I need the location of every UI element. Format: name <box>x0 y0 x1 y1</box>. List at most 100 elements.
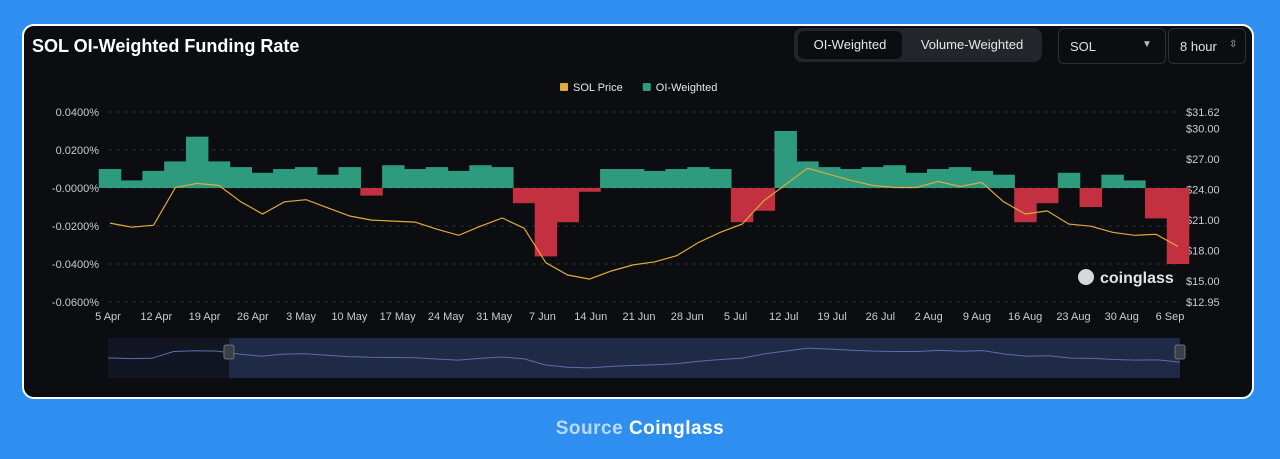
coinglass-logo-icon <box>1078 269 1094 285</box>
funding-rate-bar <box>1166 188 1190 264</box>
funding-rate-bar <box>491 167 514 188</box>
funding-rate-bar <box>1144 188 1168 219</box>
funding-rate-bar <box>774 131 797 188</box>
y-right-tick-label: $12.95 <box>1186 297 1220 309</box>
x-tick-label: 16 Aug <box>1008 311 1042 323</box>
y-left-tick-label: -0.0200% <box>52 221 99 233</box>
weighting-toggle: OI-Weighted Volume-Weighted <box>794 28 1042 62</box>
funding-rate-bar <box>1101 174 1124 188</box>
interval-select[interactable]: 8 hour ⇳ <box>1168 28 1246 64</box>
x-tick-label: 12 Apr <box>140 311 172 323</box>
funding-rate-bar <box>469 165 492 188</box>
funding-rate-bar <box>796 161 819 188</box>
y-right-tick-label: $15.00 <box>1186 276 1220 288</box>
funding-rate-bar <box>948 167 972 188</box>
navigator-line <box>107 347 1181 369</box>
y-right-tick-label: $24.00 <box>1186 185 1220 197</box>
funding-rate-bar <box>447 170 470 188</box>
x-tick-label: 9 Aug <box>963 311 991 323</box>
navigator-handle <box>1174 344 1186 360</box>
x-tick-label: 3 May <box>286 311 316 323</box>
x-tick-label: 30 Aug <box>1105 311 1139 323</box>
sol-price-line <box>109 167 1179 280</box>
funding-rate-bar <box>98 169 122 188</box>
x-tick-label: 26 Jul <box>866 311 895 323</box>
y-left-tick-label: 0.0400% <box>56 107 100 119</box>
y-right-tick-label: $27.00 <box>1186 154 1220 166</box>
navigator-window <box>229 338 1180 378</box>
funding-rate-bar <box>1079 188 1103 207</box>
funding-rate-bar <box>164 161 187 188</box>
x-tick-label: 2 Aug <box>915 311 943 323</box>
funding-rate-bar <box>425 167 449 188</box>
funding-rate-bar <box>120 180 144 188</box>
x-tick-label: 7 Jun <box>529 311 556 323</box>
funding-rate-bar <box>207 161 231 188</box>
x-tick-label: 24 May <box>428 311 465 323</box>
x-tick-label: 19 Apr <box>189 311 221 323</box>
funding-rate-bar <box>229 167 253 188</box>
volume-weighted-tab[interactable]: Volume-Weighted <box>920 37 1024 52</box>
footer-prefix: Source <box>555 418 624 439</box>
legend-label: OI-Weighted <box>656 82 718 94</box>
x-tick-label: 17 May <box>380 311 417 323</box>
funding-rate-bar <box>730 188 754 223</box>
funding-rate-bar <box>403 169 427 188</box>
funding-rate-bar <box>1035 188 1059 204</box>
x-tick-label: 31 May <box>476 311 513 323</box>
funding-rate-bar <box>752 188 776 211</box>
funding-rate-bar <box>839 169 863 188</box>
updown-icon: ⇳ <box>1229 39 1238 50</box>
chart-title: SOL OI-Weighted Funding Rate <box>32 36 300 56</box>
x-tick-label: 5 Jul <box>724 311 747 323</box>
watermark-text: coinglass <box>1100 270 1174 287</box>
funding-rate-bar <box>142 170 165 188</box>
y-right-tick-label: $31.62 <box>1186 107 1220 119</box>
y-right-tick-label: $18.00 <box>1186 246 1220 258</box>
funding-rate-bar <box>360 188 383 196</box>
funding-rate-bar <box>1014 188 1037 223</box>
x-tick-label: 21 Jun <box>622 311 655 323</box>
y-left-tick-label: -0.0400% <box>52 259 99 271</box>
funding-rate-bar <box>338 167 361 188</box>
x-tick-label: 26 Apr <box>237 311 269 323</box>
funding-rate-bar <box>251 172 274 188</box>
x-tick-label: 14 Jun <box>574 311 607 323</box>
funding-rate-bar <box>687 167 710 188</box>
x-tick-label: 12 Jul <box>769 311 798 323</box>
funding-rate-bar <box>185 136 209 188</box>
legend-swatch <box>642 83 651 91</box>
y-left-tick-label: -0.0600% <box>52 297 99 309</box>
footer-brand: Coinglass <box>628 418 725 439</box>
x-tick-label: 23 Aug <box>1056 311 1090 323</box>
funding-rate-bar <box>534 188 558 257</box>
navigator-handle <box>223 344 235 360</box>
caret-down-icon: ▼ <box>1142 39 1152 50</box>
funding-rate-chart[interactable]: 0.0400% 0.0200% -0.0000% -0.0200% -0.0400% -0… <box>24 26 1254 399</box>
funding-rate-bar <box>600 169 623 188</box>
funding-rate-bar <box>556 188 579 223</box>
oi-weighted-tab[interactable]: OI-Weighted <box>798 31 902 59</box>
source-footer: Source Coinglass <box>0 418 1280 440</box>
funding-rate-bar <box>382 165 405 188</box>
funding-rate-bar <box>1123 180 1146 188</box>
funding-rate-bar <box>861 167 885 188</box>
legend-swatch <box>560 83 568 91</box>
funding-rate-bar <box>905 172 928 188</box>
symbol-select[interactable]: SOL ▼ <box>1058 28 1166 64</box>
funding-rate-bar <box>316 174 340 188</box>
legend-label: SOL Price <box>573 82 623 94</box>
funding-rate-card: SOL OI-Weighted Funding Rate OI-Weighted… <box>22 24 1254 399</box>
funding-rate-bar <box>709 169 732 188</box>
x-tick-label: 19 Jul <box>817 311 846 323</box>
funding-rate-bar <box>294 167 318 188</box>
y-right-tick-label: $30.00 <box>1186 123 1220 135</box>
funding-rate-bar <box>621 169 645 188</box>
funding-rate-bar <box>643 170 667 188</box>
y-left-tick-label: -0.0000% <box>52 183 99 195</box>
funding-rate-bar <box>992 174 1015 188</box>
symbol-select-value: SOL <box>1070 39 1097 54</box>
funding-rate-bar <box>512 188 536 204</box>
x-tick-label: 5 Apr <box>95 311 121 323</box>
funding-rate-bar <box>883 165 906 188</box>
